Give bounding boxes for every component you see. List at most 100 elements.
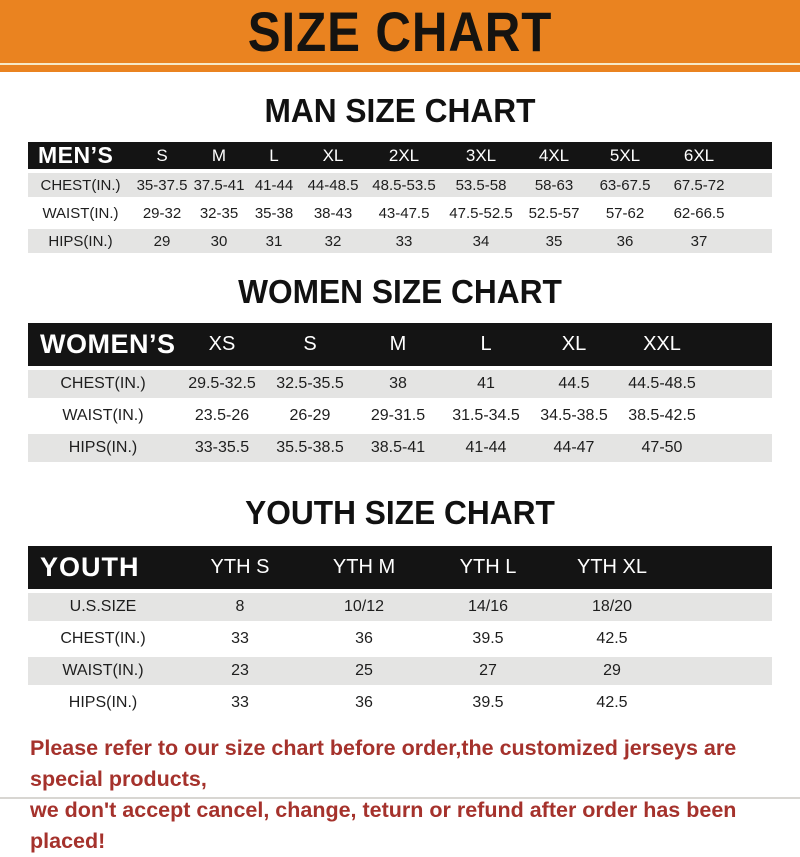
row-label-cell: HIPS(IN.) <box>68 694 138 711</box>
size-value-cell: 10/12 <box>343 598 385 615</box>
table-header-row: MEN’S S M L XL 2XL 3XL 4XL 5XL 6XL <box>28 142 772 169</box>
size-value-cell: 35.5-38.5 <box>276 439 344 456</box>
women-size-chart-heading: WOMEN SIZE CHART <box>238 273 562 310</box>
size-value-cell: 44-48.5 <box>307 176 359 194</box>
table-title-cell: YOUTH <box>40 552 140 582</box>
row-label-cell: CHEST(IN.) <box>60 630 146 647</box>
size-column-header: YTH L <box>459 556 517 578</box>
size-value-cell: 25 <box>355 662 373 679</box>
size-column-header: S <box>303 333 317 355</box>
size-value-cell: 30 <box>210 232 228 250</box>
size-value-cell: 29 <box>153 232 171 250</box>
row-label-cell: U.S.SIZE <box>69 598 137 615</box>
table-row: HIPS(IN.) 33 36 39.5 42.5 <box>28 689 772 717</box>
size-value-cell: 47.5-52.5 <box>449 204 513 222</box>
table-row: HIPS(IN.) 29 30 31 32 33 34 35 36 37 <box>28 229 772 253</box>
size-value-cell: 29-32 <box>142 204 182 222</box>
table-row: WAIST(IN.) 23.5-26 26-29 29-31.5 31.5-34.5 34… <box>28 402 772 430</box>
table-row: CHEST(IN.) 33 36 39.5 42.5 <box>28 625 772 653</box>
size-value-cell: 38.5-42.5 <box>628 407 696 424</box>
size-value-cell: 29 <box>603 662 621 679</box>
size-value-cell: 18/20 <box>591 598 633 615</box>
size-value-cell: 41-44 <box>465 439 507 456</box>
size-value-cell: 31.5-34.5 <box>452 407 520 424</box>
size-value-cell: 48.5-53.5 <box>372 176 436 194</box>
size-value-cell: 58-63 <box>534 176 574 194</box>
size-value-cell: 38.5-41 <box>370 439 426 456</box>
size-value-cell: 23 <box>231 662 249 679</box>
banner-top: SIZE CHART <box>0 0 800 63</box>
size-value-cell: 14/16 <box>467 598 509 615</box>
size-value-cell: 63-67.5 <box>599 176 651 194</box>
size-column-header: M <box>389 333 407 355</box>
size-value-cell: 52.5-57 <box>528 204 580 222</box>
size-value-cell: 26-29 <box>289 407 331 424</box>
size-value-cell: 33 <box>231 694 249 711</box>
size-value-cell: 39.5 <box>472 630 504 647</box>
size-value-cell: 33 <box>395 232 413 250</box>
row-label-cell: CHEST(IN.) <box>60 375 146 392</box>
size-value-cell: 43-47.5 <box>378 204 430 222</box>
size-value-cell: 35 <box>545 232 563 250</box>
row-label-cell: WAIST(IN.) <box>62 407 144 424</box>
size-value-cell: 33 <box>231 630 249 647</box>
row-label-cell: CHEST(IN.) <box>40 176 121 194</box>
table-row: CHEST(IN.) 35-37.5 37.5-41 41-44 44-48.5 48.5… <box>28 173 772 197</box>
size-column-header: L <box>480 333 492 355</box>
size-column-header: YTH M <box>332 556 396 578</box>
size-column-header: 4XL <box>538 145 570 165</box>
size-value-cell: 38 <box>389 375 407 392</box>
youth-size-chart-heading: YOUTH SIZE CHART <box>245 494 555 531</box>
banner-title: SIZE CHART <box>247 0 553 63</box>
man-size-chart-heading: MAN SIZE CHART <box>264 92 536 129</box>
table-row: HIPS(IN.) 33-35.5 35.5-38.5 38.5-41 41-44 44-… <box>28 434 772 462</box>
size-value-cell: 44.5 <box>558 375 590 392</box>
size-column-header: XL <box>561 333 587 355</box>
size-value-cell: 31 <box>265 232 283 250</box>
size-value-cell: 44-47 <box>553 439 595 456</box>
size-value-cell: 8 <box>235 598 245 615</box>
size-column-header: S <box>156 145 168 165</box>
size-column-header: XL <box>322 145 344 165</box>
size-value-cell: 32.5-35.5 <box>276 375 344 392</box>
table-row: CHEST(IN.) 29.5-32.5 32.5-35.5 38 41 44.5 44.5… <box>28 370 772 398</box>
row-label-cell: HIPS(IN.) <box>68 439 138 456</box>
size-value-cell: 36 <box>355 694 373 711</box>
size-value-cell: 67.5-72 <box>673 176 725 194</box>
banner-bottom-strip <box>0 65 800 72</box>
size-value-cell: 27 <box>479 662 497 679</box>
order-disclaimer-note: Please refer to our size chart before or… <box>30 733 800 857</box>
size-value-cell: 34 <box>472 232 490 250</box>
size-column-header: 2XL <box>388 145 420 165</box>
size-value-cell: 47-50 <box>641 439 683 456</box>
youth-size-table: YOUTH YTH S YTH M YTH L YTH XL U.S.SIZE 8 10/12… <box>28 546 772 717</box>
size-value-cell: 41-44 <box>254 176 294 194</box>
row-label-cell: HIPS(IN.) <box>48 232 113 250</box>
table-row: WAIST(IN.) 29-32 32-35 35-38 38-43 43-47.5 47.… <box>28 201 772 225</box>
size-value-cell: 41 <box>477 375 495 392</box>
table-row: U.S.SIZE 8 10/12 14/16 18/20 <box>28 593 772 621</box>
table-title-cell: MEN’S <box>38 142 114 168</box>
table-header-row: WOMEN’S XS S M L XL XXL <box>28 323 772 366</box>
size-value-cell: 37.5-41 <box>193 176 245 194</box>
size-column-header: YTH XL <box>576 556 648 578</box>
size-column-header: XXL <box>643 333 681 355</box>
size-value-cell: 33-35.5 <box>194 439 250 456</box>
size-value-cell: 34.5-38.5 <box>540 407 608 424</box>
size-value-cell: 35-37.5 <box>136 176 188 194</box>
row-label-cell: WAIST(IN.) <box>42 204 119 222</box>
size-value-cell: 37 <box>690 232 708 250</box>
size-value-cell: 39.5 <box>472 694 504 711</box>
size-column-header: L <box>269 145 279 165</box>
size-value-cell: 36 <box>616 232 634 250</box>
bottom-divider-line <box>0 797 800 799</box>
size-value-cell: 32-35 <box>199 204 239 222</box>
size-value-cell: 23.5-26 <box>194 407 250 424</box>
size-value-cell: 36 <box>355 630 373 647</box>
size-column-header: M <box>211 145 227 165</box>
row-label-cell: WAIST(IN.) <box>62 662 144 679</box>
size-column-header: 5XL <box>609 145 641 165</box>
size-value-cell: 44.5-48.5 <box>628 375 696 392</box>
size-value-cell: 29.5-32.5 <box>188 375 256 392</box>
men-size-table: MEN’S S M L XL 2XL 3XL 4XL 5XL 6XL CHEST(IN.) 35-37… <box>28 142 772 253</box>
